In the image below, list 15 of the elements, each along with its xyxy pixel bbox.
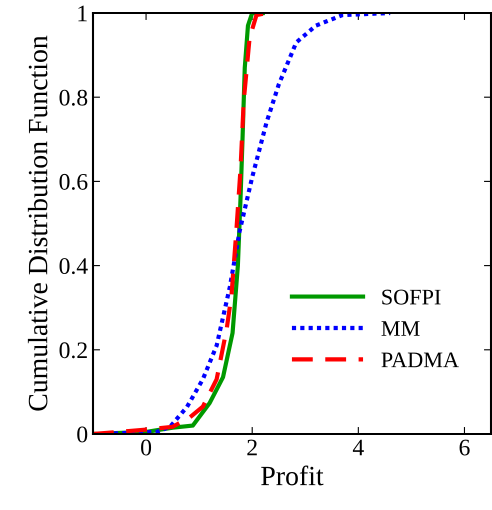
x-tick-label: 6: [460, 440, 470, 456]
legend-label: PADMA: [381, 352, 459, 368]
y-tick-label: 0.4: [60, 258, 88, 274]
legend-label: MM: [381, 321, 420, 336]
x-tick-label: 4: [352, 440, 364, 456]
y-tick-label: 0.2: [60, 342, 87, 358]
legend-label: SOFPI: [382, 290, 441, 305]
x-tick-label: 0: [141, 440, 152, 456]
y-tick-label: 0.6: [60, 174, 88, 190]
y-tick-label: 0: [77, 426, 88, 442]
y-tick-label: 1: [78, 6, 87, 22]
x-tick-label: 2: [247, 440, 257, 456]
y-axis-title: Cumulative Distribution Function: [28, 36, 48, 411]
y-tick-label: 0.8: [60, 90, 88, 106]
x-axis-title: Profit: [261, 466, 324, 486]
